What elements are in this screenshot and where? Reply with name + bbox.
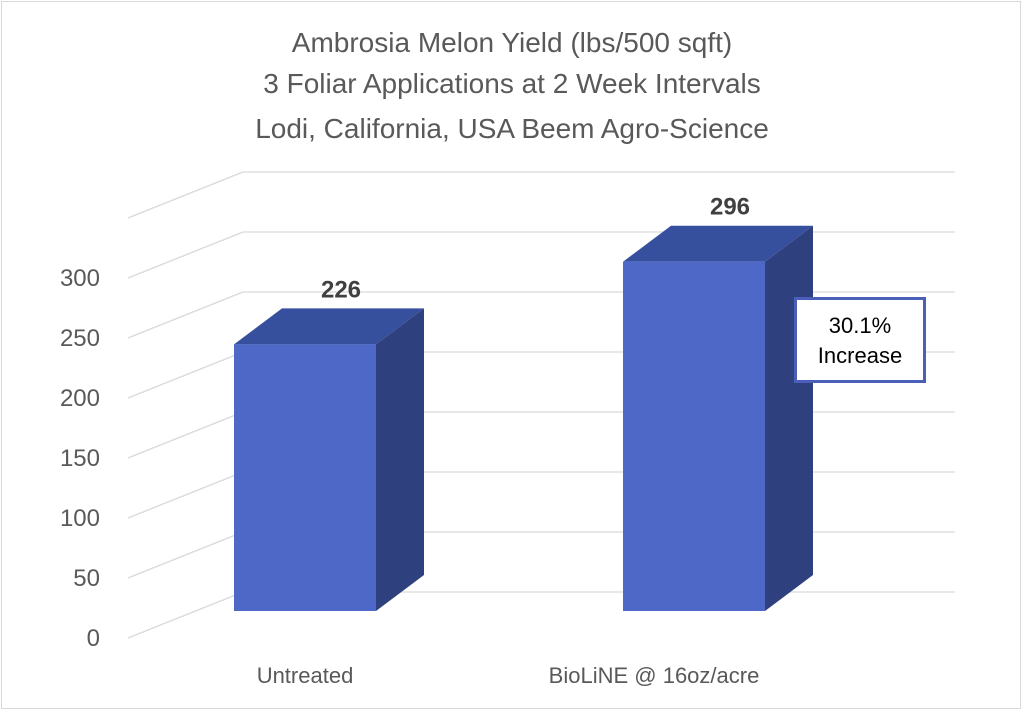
chart-title-line-2: 3 Foliar Applications at 2 Week Interval… [263,68,761,99]
gridline-side [127,411,244,459]
gridline-side [127,531,244,579]
gridline-side [127,291,244,339]
callout-percent: 30.1% [828,313,892,338]
gridline-side [127,351,244,399]
y-tick-label: 50 [73,565,100,592]
gridline-side [127,471,244,519]
y-axis-ticks: 0 50 100 150 200 250 300 [60,265,100,652]
bar-top [234,308,424,345]
y-tick-label: 200 [60,385,100,412]
bar-side [376,308,424,611]
bars [234,225,813,611]
y-tick-label: 300 [60,265,100,292]
chart-title-line-1: Ambrosia Melon Yield (lbs/500 sqft) [291,27,733,58]
x-category-label: Untreated [257,663,354,688]
data-label: 296 [710,194,750,221]
x-axis-categories: Untreated BioLiNE @ 16oz/acre [257,663,760,688]
y-tick-label: 150 [60,445,100,472]
x-category-label: BioLiNE @ 16oz/acre [549,663,760,688]
y-tick-label: 250 [60,325,100,352]
bar-side [765,225,813,611]
gridline-side [127,591,244,639]
gridline-side [127,231,244,279]
data-labels: 226 296 [321,194,750,304]
gridline-side [127,171,244,219]
bar [623,261,765,611]
y-tick-label: 0 [87,625,100,652]
chart-title-line-3: Lodi, California, USA Beem Agro-Science [255,113,769,144]
increase-callout: 30.1% Increase [794,297,926,383]
callout-text: Increase [817,343,903,368]
bar-top [623,225,813,262]
y-tick-label: 100 [60,505,100,532]
data-label: 226 [321,276,361,303]
bar [234,344,376,611]
